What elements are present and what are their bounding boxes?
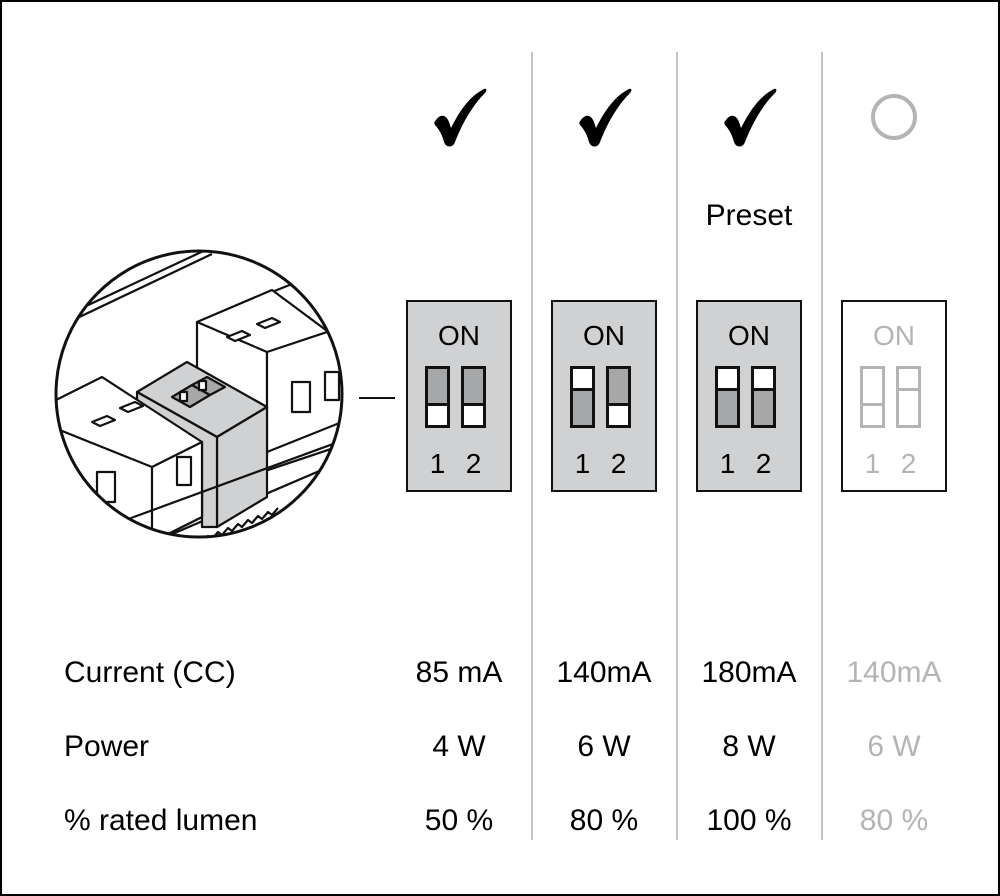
switch-number: 2 <box>755 448 772 479</box>
switch-knob-off <box>428 403 447 425</box>
switch-knob-off <box>464 403 483 425</box>
switch-number: 2 <box>610 448 627 479</box>
switch-number: 1 <box>429 448 446 479</box>
lumen-value: 50 % <box>424 804 494 837</box>
checkmark-icon <box>714 82 784 152</box>
switch-lever-1[interactable] <box>715 366 740 428</box>
switch-knob-on <box>754 369 773 391</box>
dip-switch-2: ON 1 2 <box>551 300 657 492</box>
current-value: 140mA <box>556 656 652 689</box>
lumen-value: 100 % <box>706 804 792 837</box>
switch-lever-1[interactable] <box>425 366 450 428</box>
switch-number: 2 <box>465 448 482 479</box>
switch-lever-2[interactable] <box>896 366 921 428</box>
switch-number: 1 <box>864 448 881 479</box>
callout-leader-line <box>359 397 395 399</box>
circle-icon <box>859 82 929 152</box>
switch-knob-off <box>609 403 628 425</box>
lumen-value: 80 % <box>859 804 929 837</box>
current-value: 85 mA <box>415 656 503 689</box>
checkmark-icon <box>569 82 639 152</box>
switch-number: 2 <box>900 448 917 479</box>
dip-switch-1: ON 1 2 <box>406 300 512 492</box>
switch-lever-1[interactable] <box>570 366 595 428</box>
dip-switch-4: ON 1 2 <box>841 300 947 492</box>
on-label: ON <box>438 320 480 351</box>
switch-number: 1 <box>719 448 736 479</box>
switch-knob-on <box>718 369 737 391</box>
preset-label: Preset <box>705 199 793 232</box>
row-label-current: Current (CC) <box>64 656 236 689</box>
switch-lever-2[interactable] <box>606 366 631 428</box>
switch-knob-on <box>573 369 592 391</box>
current-value: 140mA <box>846 656 942 689</box>
row-label-lumen: % rated lumen <box>64 804 258 837</box>
switch-knob-on <box>899 369 918 391</box>
column-divider <box>676 52 678 840</box>
row-label-power: Power <box>64 730 150 763</box>
on-label: ON <box>728 320 770 351</box>
dip-switch-3: ON 1 2 <box>696 300 802 492</box>
driver-dip-switch-illustration <box>54 249 344 539</box>
switch-lever-1[interactable] <box>860 366 885 428</box>
on-label: ON <box>583 320 625 351</box>
on-label: ON <box>873 320 915 351</box>
switch-knob-off <box>863 403 882 425</box>
column-divider <box>821 52 823 840</box>
lumen-value: 80 % <box>569 804 639 837</box>
switch-lever-2[interactable] <box>461 366 486 428</box>
current-value: 180mA <box>701 656 797 689</box>
power-value: 6 W <box>867 730 921 763</box>
power-value: 6 W <box>577 730 631 763</box>
switch-lever-2[interactable] <box>751 366 776 428</box>
switch-number: 1 <box>574 448 591 479</box>
column-divider <box>531 52 533 840</box>
checkmark-icon <box>424 82 494 152</box>
power-value: 4 W <box>432 730 486 763</box>
power-value: 8 W <box>722 730 776 763</box>
